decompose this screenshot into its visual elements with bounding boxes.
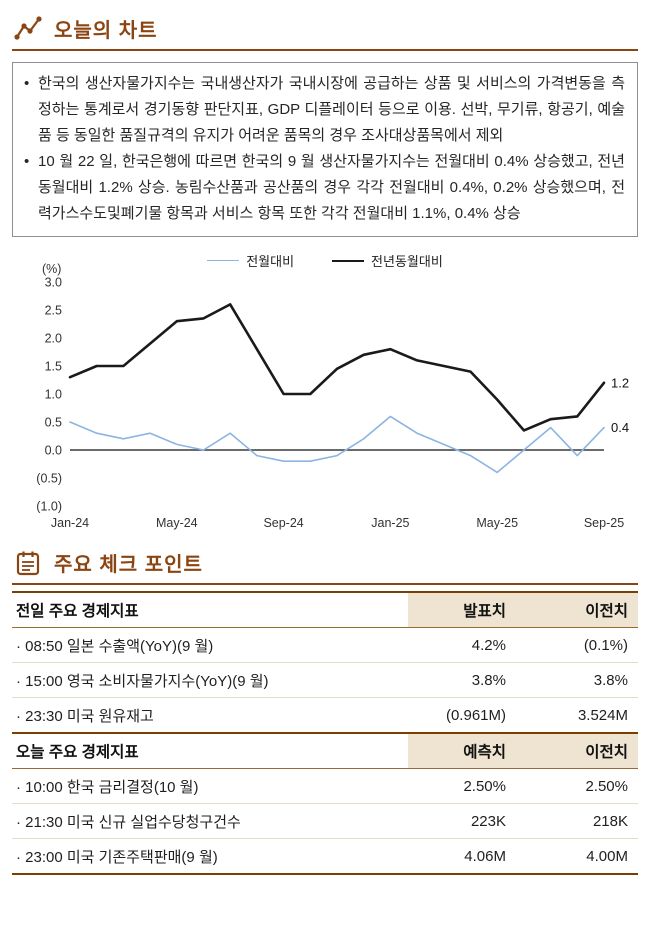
ppi-line-chart-canvas: 3.0 2.5 2.0 1.5 1.0 0.5 0.0 (0.5) (1.0) Jan-24 May… xyxy=(36,276,629,531)
summary-bullet-2-text: 10 월 22 일, 한국은행에 따르면 한국의 9 월 생산자물가지수는 전월… xyxy=(38,153,625,222)
legend-label-yoy: 전년동월대비 xyxy=(371,254,443,269)
x-tick-label: May-24 xyxy=(156,516,198,530)
chart-section-header: 오늘의 차트 xyxy=(14,14,638,43)
table-section-today: 오늘 주요 경제지표 예측치 이전치 · 10:00 한국 금리결정(10 월)… xyxy=(12,732,638,873)
table-header-col2: 이전치 xyxy=(512,734,638,768)
indicator-previous: 3.8% xyxy=(593,671,628,689)
series-line-1 xyxy=(68,303,606,432)
indicator-label: · 23:30 미국 원유재고 xyxy=(16,707,154,725)
table-row: · 21:30 미국 신규 실업수당청구건수 223K 218K xyxy=(12,804,638,839)
checkpoints-section-title: 주요 체크 포인트 xyxy=(54,554,203,576)
x-tick-label: Jan-25 xyxy=(371,516,409,530)
table-section-yesterday: 전일 주요 경제지표 발표치 이전치 · 08:50 일본 수출액(YoY)(9… xyxy=(12,593,638,732)
y-tick-label: 3.0 xyxy=(45,276,62,290)
table-header-row: 전일 주요 경제지표 발표치 이전치 xyxy=(12,593,638,628)
summary-box: • 한국의 생산자물가지수는 국내생산자가 국내시장에 공급하는 상품 및 서비… xyxy=(12,62,638,237)
chart-unit-label: (%) xyxy=(42,262,62,276)
y-tick-label: 0.5 xyxy=(45,416,62,430)
table-row: · 15:00 영국 소비자물가지수(YoY)(9 월) 3.8% 3.8% xyxy=(12,663,638,698)
table-row: · 10:00 한국 금리결정(10 월) 2.50% 2.50% xyxy=(12,769,638,804)
summary-bullet-2: • 10 월 22 일, 한국은행에 따르면 한국의 9 월 생산자물가지수는 … xyxy=(23,149,625,227)
indicator-label: · 21:30 미국 신규 실업수당청구건수 xyxy=(16,813,241,831)
indicator-previous: 3.524M xyxy=(577,706,628,724)
chart-legend: 전월대비 전년동월대비 xyxy=(12,246,638,272)
table-row: · 23:00 미국 기존주택판매(9 월) 4.06M 4.00M xyxy=(12,839,638,873)
y-tick-label: (1.0) xyxy=(36,500,62,514)
legend-line-mom xyxy=(207,260,240,261)
table-header-col1: 발표치 xyxy=(408,593,512,627)
ppi-chart: (%) 전월대비 전년동월대비 3.0 2.5 2.0 1.5 1.0 0.5 0.0 (0.… xyxy=(12,246,638,534)
indicator-forecast: 4.06M xyxy=(464,847,506,865)
indicator-actual: (0.961M) xyxy=(445,706,506,724)
y-tick-label: 2.5 xyxy=(45,304,62,318)
indicator-previous: 218K xyxy=(592,812,628,830)
y-tick-label: (0.5) xyxy=(36,472,62,486)
bullet-mark: • xyxy=(24,153,30,170)
y-tick-label: 2.0 xyxy=(45,332,62,346)
legend-item-yoy: 전년동월대비 xyxy=(332,251,443,270)
legend-line-yoy xyxy=(332,259,365,262)
y-tick-label: 0.0 xyxy=(45,444,62,458)
indicator-previous: 4.00M xyxy=(586,847,628,865)
checkpoints-section-header: 주요 체크 포인트 xyxy=(14,548,638,577)
checkpoints-section-rule xyxy=(12,583,638,585)
indicator-forecast: 2.50% xyxy=(463,777,506,795)
indicator-actual: 4.2% xyxy=(471,636,506,654)
indicator-forecast: 223K xyxy=(470,812,506,830)
table-header-title: 오늘 주요 경제지표 xyxy=(16,744,139,761)
calendar-checklist-icon xyxy=(14,549,42,577)
table-header-row: 오늘 주요 경제지표 예측치 이전치 xyxy=(12,734,638,769)
legend-label-mom: 전월대비 xyxy=(246,254,295,269)
x-tick-label: May-25 xyxy=(476,516,518,530)
table-header-title: 전일 주요 경제지표 xyxy=(16,603,139,620)
indicator-actual: 3.8% xyxy=(471,671,506,689)
indicator-previous: (0.1%) xyxy=(583,636,628,654)
x-tick-label: Sep-24 xyxy=(263,516,303,530)
indicator-label: · 08:50 일본 수출액(YoY)(9 월) xyxy=(16,637,214,655)
indicator-previous: 2.50% xyxy=(585,777,628,795)
scatter-chart-icon xyxy=(14,15,42,43)
summary-bullet-list: • 한국의 생산자물가지수는 국내생산자가 국내시장에 공급하는 상품 및 서비… xyxy=(23,71,625,227)
x-tick-label: Jan-24 xyxy=(51,516,89,530)
chart-section-title: 오늘의 차트 xyxy=(54,20,158,42)
series-end-label-1: 1.2 xyxy=(611,375,629,390)
economic-indicators-table: 전일 주요 경제지표 발표치 이전치 · 08:50 일본 수출액(YoY)(9… xyxy=(12,591,638,875)
indicator-label: · 15:00 영국 소비자물가지수(YoY)(9 월) xyxy=(16,672,269,690)
table-header-col2: 이전치 xyxy=(512,593,638,627)
indicator-label: · 23:00 미국 기존주택판매(9 월) xyxy=(16,848,218,866)
summary-bullet-1: • 한국의 생산자물가지수는 국내생산자가 국내시장에 공급하는 상품 및 서비… xyxy=(23,71,625,149)
table-row: · 23:30 미국 원유재고 (0.961M) 3.524M xyxy=(12,698,638,732)
x-tick-label: Sep-25 xyxy=(584,516,624,530)
indicator-label: · 10:00 한국 금리결정(10 월) xyxy=(16,778,199,796)
bullet-mark: • xyxy=(24,75,30,92)
legend-item-mom: 전월대비 xyxy=(207,251,294,270)
series-line-0 xyxy=(69,415,605,474)
table-header-col1: 예측치 xyxy=(408,734,512,768)
y-tick-label: 1.5 xyxy=(45,360,62,374)
summary-bullet-1-text: 한국의 생산자물가지수는 국내생산자가 국내시장에 공급하는 상품 및 서비스의… xyxy=(38,75,625,144)
chart-section-rule xyxy=(12,49,638,51)
table-row: · 08:50 일본 수출액(YoY)(9 월) 4.2% (0.1%) xyxy=(12,628,638,663)
series-end-label-0: 0.4 xyxy=(611,420,629,435)
y-tick-label: 1.0 xyxy=(45,388,62,402)
